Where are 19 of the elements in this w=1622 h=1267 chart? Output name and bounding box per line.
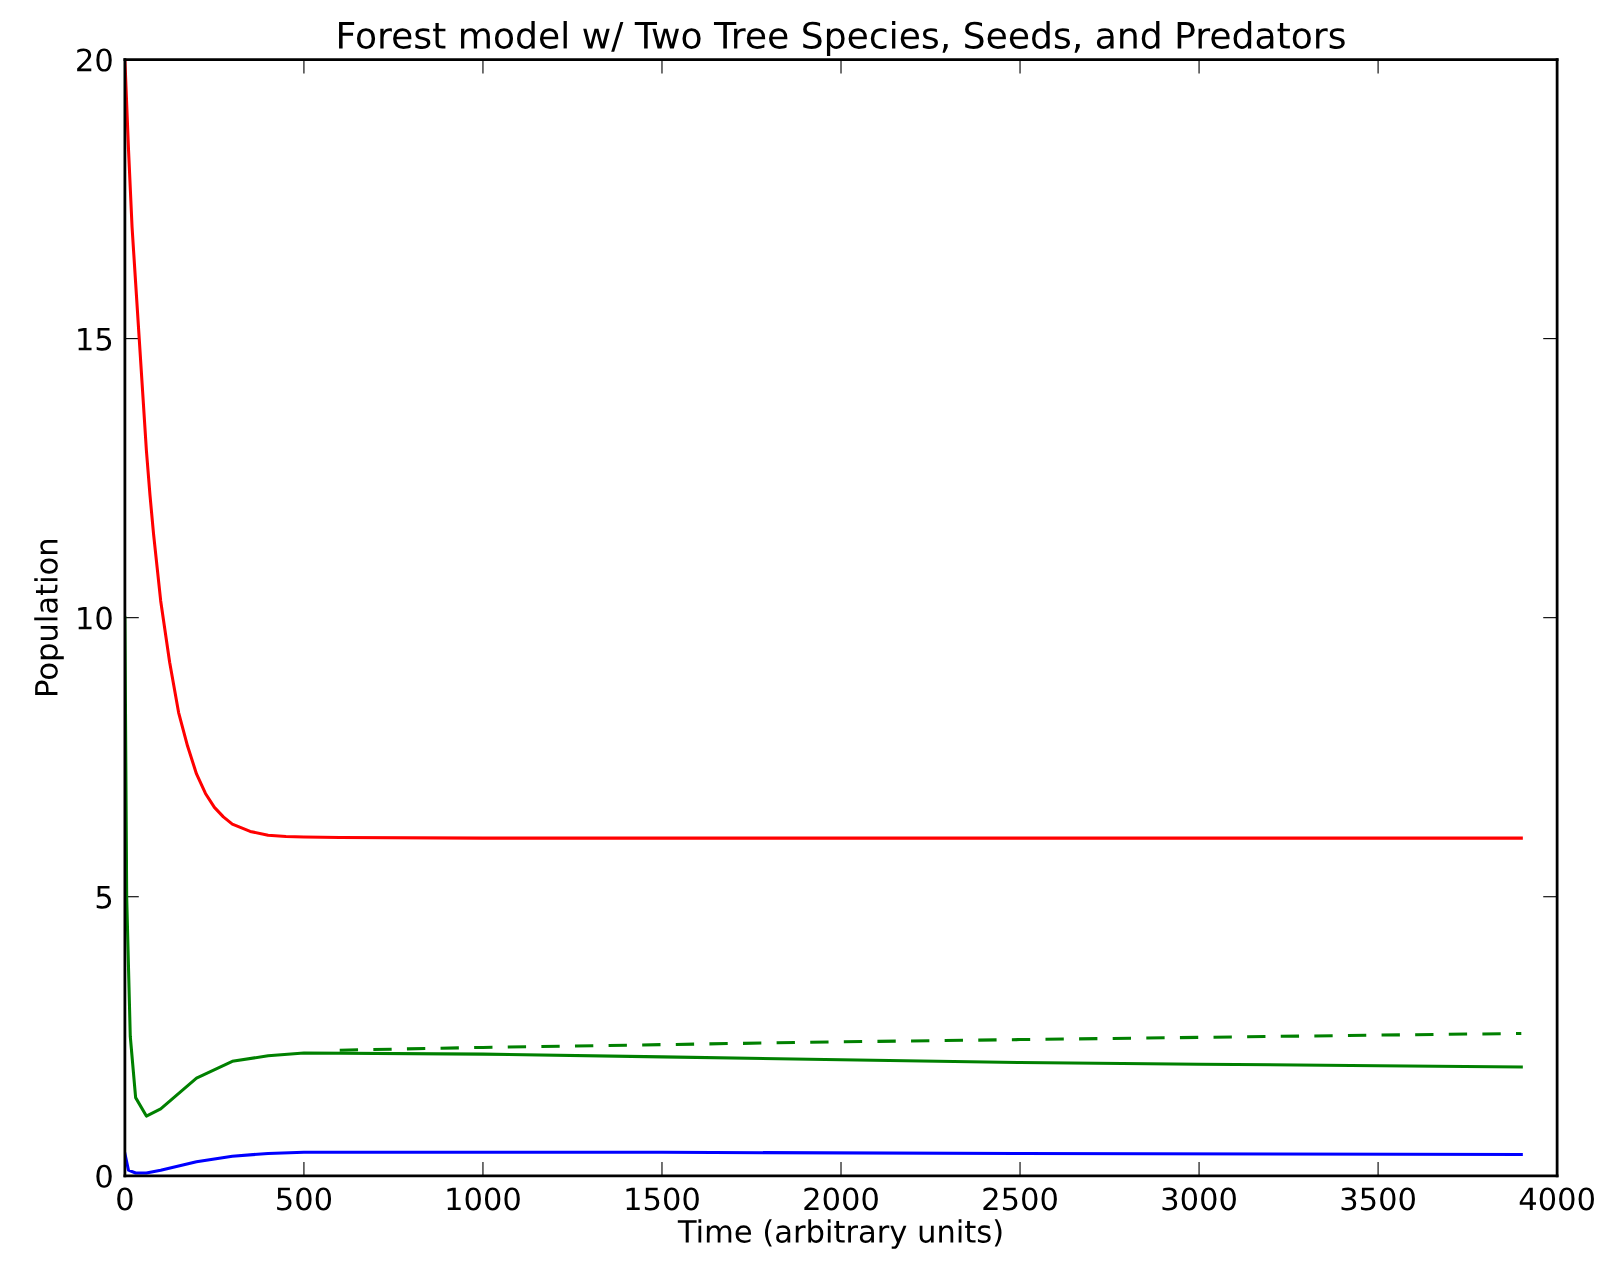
x-tick-label: 1500 [626, 1187, 699, 1211]
x-tick-label: 4000 [1519, 1187, 1594, 1211]
y-tick-label: 20 [77, 48, 112, 72]
y-tick-label: 15 [78, 327, 112, 351]
line-series [124, 1150, 1523, 1175]
x-tick-label: 3500 [1341, 1187, 1415, 1211]
x-tick-label: 2000 [804, 1187, 878, 1211]
x-tick-label: 3000 [1162, 1187, 1236, 1211]
x-tick-label: 0 [117, 1187, 133, 1211]
x-axis-title: Time (arbitrary units) [677, 1219, 1002, 1249]
y-tick-label: 0 [96, 1164, 112, 1188]
x-tick-label: 500 [277, 1187, 332, 1211]
x-tick-label: 2500 [983, 1187, 1057, 1211]
x-tick-label: 1000 [447, 1187, 520, 1211]
line-series [124, 59, 1523, 840]
y-axis-title: Population [34, 540, 64, 695]
chart-title: Forest model w/ Two Tree Species, Seeds, and Predators [339, 21, 1345, 56]
y-tick-label: 5 [96, 886, 112, 909]
y-tick-label: 10 [78, 606, 112, 630]
